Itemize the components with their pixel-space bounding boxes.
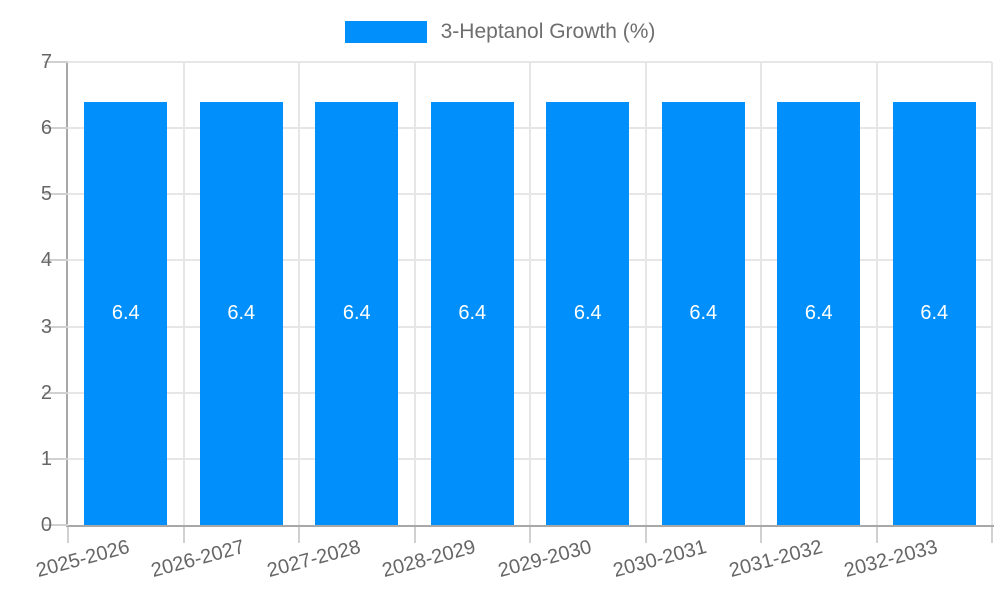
y-tick — [44, 61, 68, 63]
bar-value-label: 6.4 — [573, 302, 602, 325]
bar-value-label: 6.4 — [689, 302, 718, 325]
x-tick — [182, 527, 185, 543]
bar-value-label: 6.4 — [342, 302, 371, 325]
bar-value-label: 6.4 — [458, 302, 487, 325]
legend-item[interactable]: 3-Heptanol Growth (%) — [0, 19, 1000, 45]
bar[interactable] — [777, 101, 861, 525]
y-tick — [44, 391, 68, 394]
y-tick — [44, 457, 68, 460]
bar-value-label: 6.4 — [227, 302, 256, 325]
x-tick — [760, 527, 762, 543]
y-axis-tick-label: 6 — [40, 117, 52, 140]
y-axis-tick-label: 7 — [40, 51, 52, 73]
y-axis-tick-label: 3 — [40, 315, 52, 338]
bar[interactable] — [199, 101, 283, 525]
bar[interactable] — [84, 101, 168, 525]
bar[interactable] — [546, 101, 630, 525]
v-gridline — [760, 62, 762, 525]
x-axis-line — [66, 525, 994, 527]
y-axis-tick-label: 2 — [40, 381, 52, 404]
v-gridline — [875, 62, 878, 525]
v-gridline — [413, 62, 416, 525]
y-tick — [44, 259, 68, 262]
y-axis-tick-label: 0 — [40, 514, 52, 536]
x-tick — [529, 527, 531, 543]
v-gridline — [182, 62, 185, 525]
legend-marker — [344, 21, 427, 43]
bar-value-label: 6.4 — [804, 302, 833, 325]
bar[interactable] — [430, 101, 514, 525]
legend-label: 3-Heptanol Growth (%) — [440, 20, 656, 43]
bar[interactable] — [661, 101, 745, 525]
plot-area: 0 1 2 3 4 5 6 7 6.4 2025-2026 6.4 2026-2027 6.4 2027-… — [34, 51, 994, 582]
x-tick — [298, 527, 300, 543]
y-axis-line — [66, 62, 68, 527]
v-gridline — [298, 62, 300, 525]
y-axis-tick-label: 1 — [40, 447, 52, 470]
bar-value-label: 6.4 — [111, 302, 140, 325]
y-axis-tick-label: 5 — [40, 183, 52, 206]
y-tick — [44, 524, 68, 526]
v-gridline — [991, 62, 993, 525]
bar-value-label: 6.4 — [920, 302, 949, 325]
x-tick — [991, 527, 993, 543]
y-tick — [44, 325, 68, 328]
bar[interactable] — [315, 101, 399, 525]
x-tick — [875, 527, 878, 543]
x-tick — [67, 527, 69, 543]
x-tick — [413, 527, 416, 543]
v-gridline — [644, 62, 647, 525]
y-axis-tick-label: 4 — [40, 249, 52, 272]
v-gridline — [529, 62, 531, 525]
bar[interactable] — [892, 101, 976, 525]
x-tick — [644, 527, 647, 543]
y-tick — [44, 127, 68, 130]
y-tick — [44, 193, 68, 196]
